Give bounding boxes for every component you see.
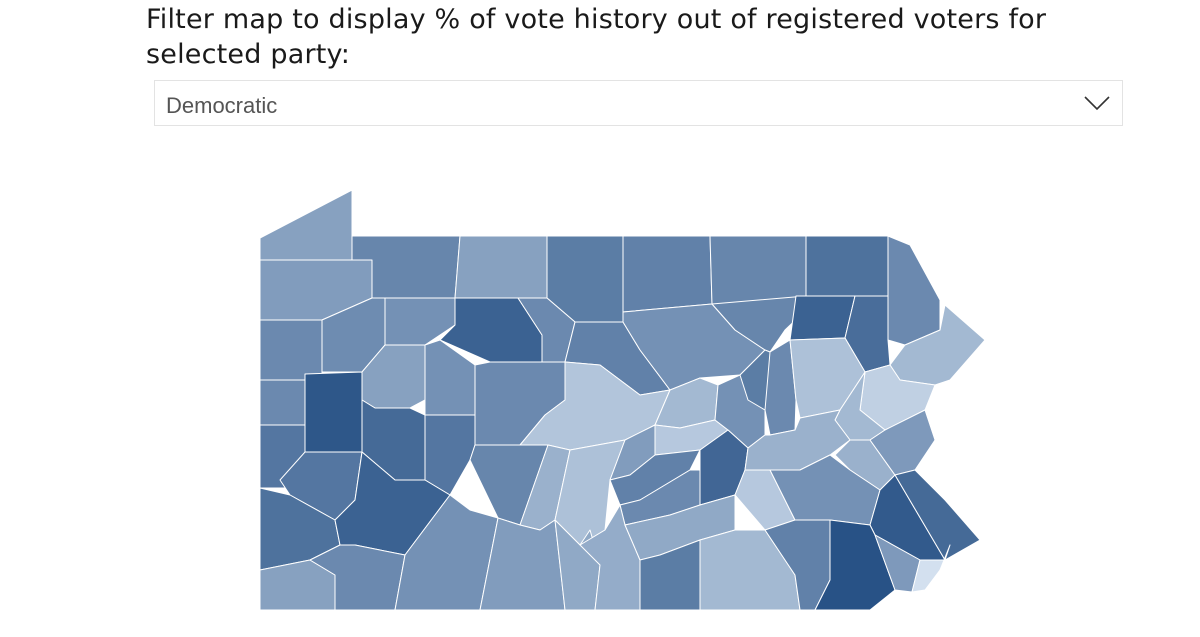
county-lawrence[interactable] — [259, 379, 306, 426]
county-bucks[interactable] — [894, 469, 981, 561]
county-mckean[interactable] — [454, 235, 548, 299]
county-mercer[interactable] — [259, 319, 323, 381]
chevron-down-icon[interactable] — [1084, 95, 1110, 111]
county-indiana[interactable] — [424, 414, 476, 496]
county-erie[interactable] — [259, 189, 353, 261]
filter-title: Filter map to display % of vote history … — [146, 4, 1047, 70]
county-susquehanna[interactable] — [805, 235, 889, 297]
county-philadelphia[interactable] — [911, 544, 951, 593]
party-select-dropdown[interactable]: Democratic — [154, 80, 1123, 126]
party-select-value: Democratic — [166, 93, 278, 118]
county-tioga[interactable] — [622, 235, 713, 313]
county-wayne[interactable] — [887, 235, 941, 346]
county-chester[interactable] — [814, 519, 896, 611]
county-forest[interactable] — [384, 297, 456, 346]
county-butler[interactable] — [304, 371, 363, 453]
county-wyoming[interactable] — [789, 295, 856, 341]
pennsylvania-county-map — [259, 189, 986, 611]
